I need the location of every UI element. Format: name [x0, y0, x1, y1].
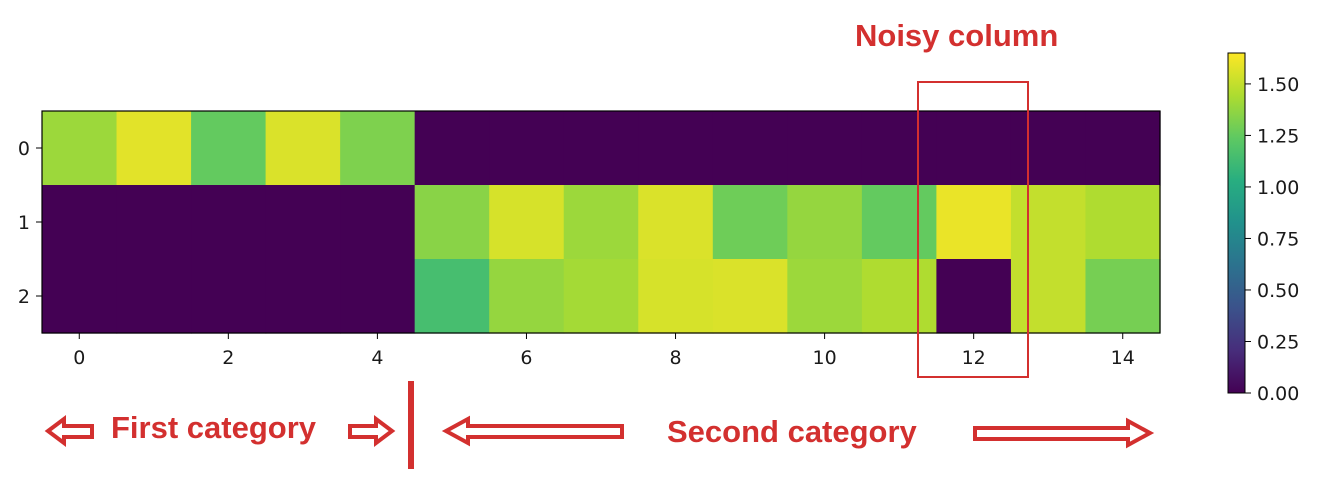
heatmap-cell-r2-c10 — [787, 259, 863, 334]
heatmap-cell-r1-c5 — [414, 185, 490, 260]
heatmap-cell-r1-c13 — [1010, 185, 1087, 260]
x-tick-label: 2 — [222, 347, 234, 369]
arrow-right-second-category — [973, 417, 1155, 449]
heatmap-cell-r0-c11 — [861, 111, 937, 186]
x-tick-label: 12 — [962, 347, 986, 369]
colorbar-tick-label: 0.75 — [1257, 228, 1299, 250]
heatmap-cell-r1-c7 — [563, 185, 639, 260]
second-category-label: Second category — [667, 414, 917, 449]
colorbar-tick-label: 1.25 — [1257, 125, 1299, 147]
x-tick-label: 8 — [669, 347, 681, 369]
heatmap-cell-r0-c5 — [414, 111, 490, 186]
heatmap-cell-r0-c0 — [42, 111, 118, 186]
heatmap-cell-r0-c7 — [563, 111, 639, 186]
x-tick-label: 14 — [1111, 347, 1135, 369]
heatmap-cell-r2-c4 — [340, 259, 416, 334]
heatmap-cell-r2-c1 — [116, 259, 192, 334]
heatmap-cell-r2-c6 — [489, 259, 565, 334]
heatmap-cell-r1-c3 — [265, 185, 341, 260]
heatmap-cell-r2-c11 — [861, 259, 937, 334]
heatmap-cell-r1-c2 — [191, 185, 267, 260]
colorbar-ticks: 0.00 0.25 0.50 0.75 1.00 1.25 1.50 — [1245, 74, 1299, 405]
heatmap-cell-r2-c2 — [191, 259, 267, 334]
heatmap-cell-r1-c0 — [42, 185, 118, 260]
colorbar-tick-label: 0.50 — [1257, 280, 1299, 302]
y-axis-ticks: 0 1 2 — [18, 138, 42, 308]
heatmap-cell-r1-c9 — [712, 185, 788, 260]
x-tick-label: 10 — [813, 347, 837, 369]
heatmap-cell-r0-c14 — [1085, 111, 1161, 186]
heatmap-cell-r2-c14 — [1085, 259, 1161, 334]
noisy-column-label: Noisy column — [855, 18, 1059, 53]
heatmap-cell-r0-c3 — [265, 111, 341, 186]
y-tick-label: 2 — [18, 286, 30, 308]
colorbar — [1227, 52, 1246, 394]
heatmap-cell-r1-c8 — [638, 185, 714, 260]
heatmap-cell-r2-c13 — [1010, 259, 1087, 334]
heatmap-cell-r2-c7 — [563, 259, 639, 334]
heatmap-cell-r2-c12 — [936, 259, 1012, 334]
arrow-left-first-category — [44, 415, 94, 447]
x-axis-ticks: 0 2 4 6 8 10 12 14 — [73, 333, 1135, 369]
category-divider — [408, 381, 414, 469]
arrow-right-first-category — [348, 415, 396, 447]
colorbar-tick-label: 0.00 — [1257, 383, 1299, 405]
y-tick-label: 1 — [18, 212, 30, 234]
heatmap-cell-r0-c12 — [936, 111, 1012, 186]
heatmap-cell-r1-c4 — [340, 185, 416, 260]
heatmap-cell-r0-c4 — [340, 111, 416, 186]
heatmap-cell-r1-c1 — [116, 185, 192, 260]
heatmap-cell-r2-c9 — [712, 259, 788, 334]
heatmap-cell-r1-c14 — [1085, 185, 1161, 260]
heatmap-cell-r1-c6 — [489, 185, 565, 260]
heatmap-cell-r2-c0 — [42, 259, 118, 334]
colorbar-tick-label: 0.25 — [1257, 331, 1299, 353]
heatmap-cell-r1-c12 — [936, 185, 1012, 260]
heatmap-cell-r0-c2 — [191, 111, 267, 186]
heatmap-cell-r0-c1 — [116, 111, 192, 186]
heatmap-cell-r1-c11 — [861, 185, 937, 260]
x-tick-label: 4 — [371, 347, 383, 369]
x-tick-label: 6 — [520, 347, 532, 369]
heatmap-cells — [42, 111, 1161, 334]
arrow-left-second-category — [441, 415, 624, 447]
heatmap-cell-r2-c3 — [265, 259, 341, 334]
y-tick-label: 0 — [18, 138, 30, 160]
colorbar-tick-label: 1.00 — [1257, 177, 1299, 199]
heatmap-cell-r2-c5 — [414, 259, 490, 334]
heatmap-cell-r0-c13 — [1010, 111, 1087, 186]
colorbar-tick-label: 1.50 — [1257, 74, 1299, 96]
heatmap-cell-r0-c9 — [712, 111, 788, 186]
x-tick-label: 0 — [73, 347, 85, 369]
first-category-label: First category — [111, 410, 317, 445]
heatmap-cell-r0-c10 — [787, 111, 863, 186]
heatmap-cell-r1-c10 — [787, 185, 863, 260]
heatmap-cell-r2-c8 — [638, 259, 714, 334]
noisy-column-box — [917, 81, 1029, 378]
heatmap-cell-r0-c6 — [489, 111, 565, 186]
heatmap-cell-r0-c8 — [638, 111, 714, 186]
